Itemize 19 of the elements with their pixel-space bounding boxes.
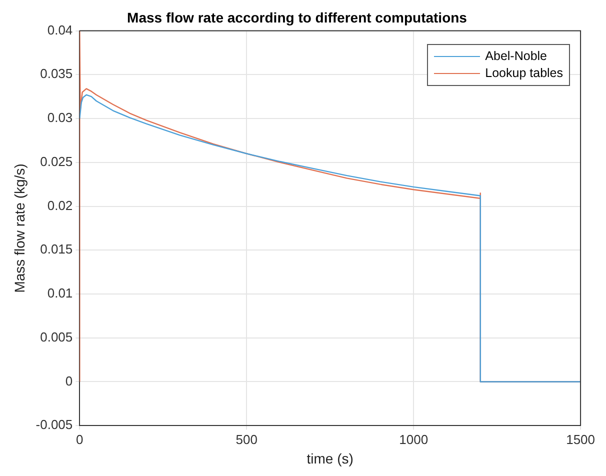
y-tick-label: 0.03 <box>47 110 73 126</box>
legend-label: Abel-Noble <box>485 48 547 65</box>
y-tick-label: 0.04 <box>47 22 73 38</box>
x-tick-label: 1000 <box>399 432 428 447</box>
x-tick-label: 500 <box>236 432 258 447</box>
x-axis-title: time (s) <box>306 450 354 466</box>
y-tick-label: 0.02 <box>47 198 73 213</box>
x-tick-label: 1500 <box>566 432 595 447</box>
y-tick-label: 0.015 <box>40 242 73 257</box>
y-tick-label: 0 <box>65 373 73 388</box>
y-tick-label: 0.01 <box>47 286 73 301</box>
y-tick-label: -0.005 <box>36 417 73 432</box>
y-axis-title: Mass flow rate (kg/s) <box>11 164 28 293</box>
y-tick-label: 0.025 <box>40 154 73 169</box>
y-tick-label: 0.035 <box>40 66 73 82</box>
chart-title: Mass flow rate according to different computations <box>127 9 468 26</box>
y-tick-label: 0.005 <box>40 329 73 344</box>
x-tick-label: 0 <box>76 432 84 447</box>
legend-label: Lookup tables <box>485 65 563 82</box>
